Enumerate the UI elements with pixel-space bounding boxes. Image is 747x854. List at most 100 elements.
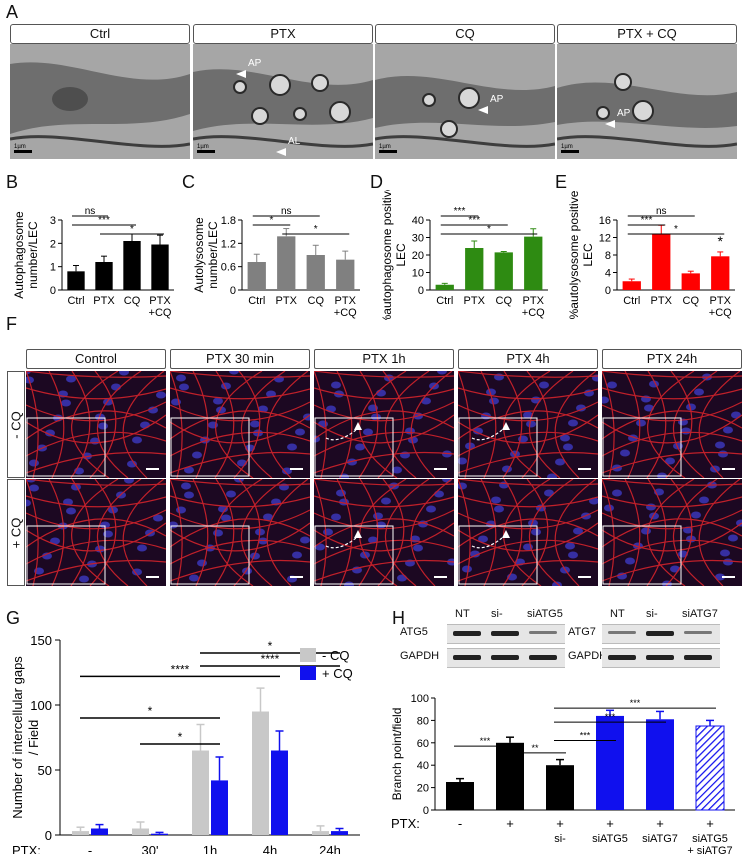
blot-band [608,655,636,660]
f-nucleus [323,528,333,536]
f-nucleus [184,466,194,474]
f-junction [602,495,742,508]
bar-plus-cq [151,833,168,835]
f-junction [602,431,742,457]
f-junction [170,414,310,444]
f-junction [26,539,166,565]
f-junction [170,401,310,422]
f-nucleus [544,489,554,497]
blot-row-label: GAPDH [400,650,440,662]
f-nucleus [179,383,189,391]
f-nucleus [331,381,341,389]
f-scalebar [722,576,735,578]
f-junction [240,371,286,478]
bar [465,248,484,290]
f-nucleus [699,496,709,504]
f-junction [554,371,597,478]
f-junction [554,479,597,586]
f-nucleus [523,411,533,419]
em-scalebar-label: 1µm [197,144,209,150]
f-nucleus [216,406,226,414]
x-tick-label: CQ [496,295,513,307]
em-micrograph-1: 1µm AP AL [193,44,373,159]
f-junction [502,479,523,586]
blot-band [684,631,712,634]
f-junction [26,495,166,508]
f-inset-box [26,525,106,585]
f-nucleus [184,491,194,499]
x-tick-label: PTX [651,295,673,307]
f-nucleus [715,441,725,449]
f-junction [314,479,454,486]
f-image-tile [602,479,742,586]
blot-row-label: ATG7 [568,626,596,638]
significance-label: ns [281,206,292,217]
f-junction [602,518,742,548]
f-inset-box [458,525,538,585]
significance-label: * [674,224,678,235]
em-annotation-label: AL [288,136,301,147]
f-junction [665,479,693,586]
f-junction [122,371,165,478]
blot-header: NT [455,608,470,620]
f-junction [458,509,598,530]
f-junction [528,479,574,586]
f-nucleus [555,458,565,466]
bar [596,715,624,810]
f-junction [26,451,166,474]
f-nucleus [565,542,575,550]
f-nucleus [723,558,733,566]
bar-plus-cq [271,750,288,835]
f-nucleus [250,420,260,428]
f-nucleus [258,405,268,413]
ptx-sign: + [506,816,514,831]
x-tick-label: 1h [203,843,217,854]
f-image-svg [602,371,742,478]
y-tick-label: 0 [230,285,236,297]
f-image-svg [26,371,166,478]
f-junction [170,518,310,548]
f-inset-box [170,417,250,477]
f-nucleus [63,498,73,506]
f-nucleus [715,573,725,581]
f-junction [26,371,39,478]
em-annotation-arrow [276,148,286,156]
f-nucleus [612,489,622,497]
f-junction [170,371,183,478]
legend-swatch [300,666,316,680]
f-junction [602,371,615,478]
f-nucleus [153,514,163,522]
f-nucleus [229,371,239,375]
significance-label: * [487,224,491,235]
f-junction [170,479,183,586]
f-junction [602,451,742,474]
y-tick-label: 40 [417,760,429,772]
f-junction [314,410,454,440]
f-junction [359,371,407,478]
em-texture: 1µm AP [557,44,737,159]
f-junction [521,371,549,478]
f-junction [502,371,523,478]
f-image-svg [458,479,598,586]
f-junction [71,371,119,478]
f-junction [602,414,742,444]
em-scalebar [379,150,397,153]
f-nucleus [405,427,415,435]
f-junction [170,495,310,508]
f-junction [26,479,166,486]
significance-label: *** [580,731,591,741]
f-junction [410,479,453,586]
f-junction [377,371,405,478]
f-nucleus [489,397,499,405]
x-tick-label: +CQ [522,307,545,319]
f-inset-box [602,417,682,477]
em-membrane [557,135,737,148]
f-junction [314,387,454,400]
f-scalebar [578,468,591,470]
legend-label: + CQ [322,666,353,681]
f-junction [458,522,598,552]
x-tick-label: PTX [464,295,486,307]
f-junction [314,371,327,478]
x-tick-label: Ctrl [436,295,453,307]
y-axis-label-line2: / Field [26,720,41,755]
